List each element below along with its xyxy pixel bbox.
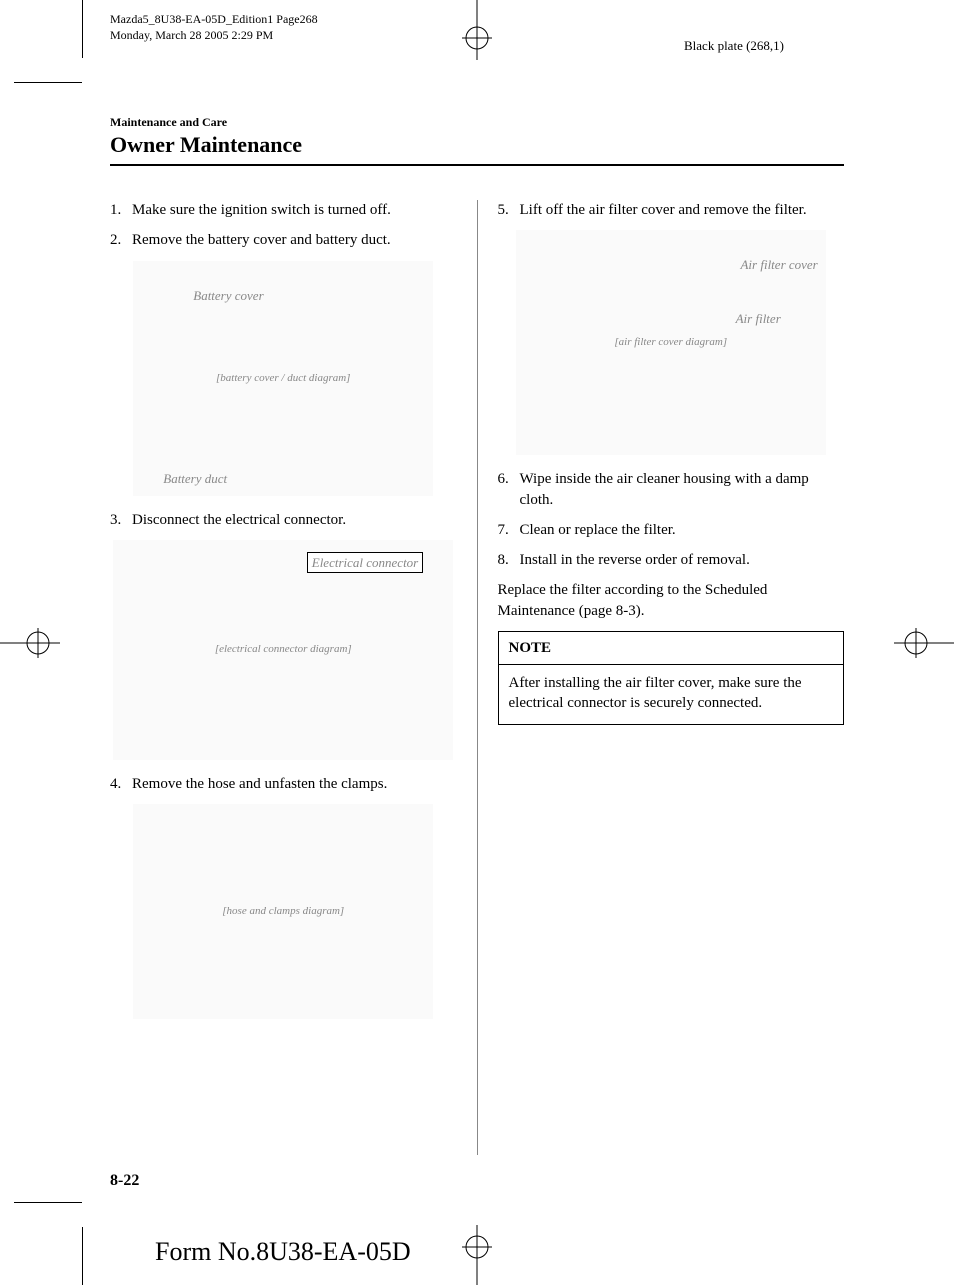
section-title: Owner Maintenance (110, 132, 844, 158)
step-4: 4. Remove the hose and unfasten the clam… (110, 774, 457, 794)
section-header: Maintenance and Care Owner Maintenance (110, 115, 844, 166)
figure-4-image: [air filter cover diagram] Air filter co… (516, 230, 826, 455)
label-air-filter-cover: Air filter cover (740, 256, 817, 274)
step-text: Clean or replace the filter. (520, 520, 845, 540)
step-3: 3. Disconnect the electrical connector. (110, 510, 457, 530)
section-rule (110, 164, 844, 166)
crop-corner-tl-v (82, 0, 83, 58)
meta-line-1: Mazda5_8U38-EA-05D_Edition1 Page268 (110, 12, 318, 28)
registration-mark-top-icon (457, 0, 497, 60)
crop-corner-tl-h (14, 82, 82, 83)
page-number: 8-22 (110, 1172, 139, 1190)
black-plate-label: Black plate (268,1) (684, 38, 784, 54)
step-text: Install in the reverse order of removal. (520, 550, 845, 570)
header-metadata: Mazda5_8U38-EA-05D_Edition1 Page268 Mond… (110, 12, 318, 43)
label-air-filter: Air filter (736, 310, 781, 328)
step-number: 7. (498, 520, 520, 540)
step-5: 5. Lift off the air filter cover and rem… (498, 200, 845, 220)
figure-4: [air filter cover diagram] Air filter co… (498, 230, 845, 455)
figure-3: [hose and clamps diagram] (110, 804, 457, 1019)
label-battery-duct: Battery duct (163, 470, 227, 488)
figure-2: [electrical connector diagram] Electrica… (110, 540, 457, 760)
note-body: After installing the air filter cover, m… (499, 665, 844, 724)
content-area: 1. Make sure the ignition switch is turn… (110, 200, 844, 1155)
crop-corner-bl-v (82, 1227, 83, 1285)
figure-3-image: [hose and clamps diagram] (133, 804, 433, 1019)
step-number: 5. (498, 200, 520, 220)
step-number: 3. (110, 510, 132, 530)
figure-1-image: [battery cover / duct diagram] Battery c… (133, 261, 433, 496)
step-2: 2. Remove the battery cover and battery … (110, 230, 457, 250)
step-number: 4. (110, 774, 132, 794)
step-number: 8. (498, 550, 520, 570)
step-text: Make sure the ignition switch is turned … (132, 200, 457, 220)
step-1: 1. Make sure the ignition switch is turn… (110, 200, 457, 220)
crop-corner-bl-h (14, 1202, 82, 1203)
registration-mark-left-icon (0, 623, 60, 663)
step-7: 7. Clean or replace the filter. (498, 520, 845, 540)
step-number: 1. (110, 200, 132, 220)
replace-filter-paragraph: Replace the filter according to the Sche… (498, 580, 845, 621)
step-number: 2. (110, 230, 132, 250)
step-text: Disconnect the electrical connector. (132, 510, 457, 530)
step-number: 6. (498, 469, 520, 510)
label-electrical-connector: Electrical connector (307, 552, 424, 574)
note-title: NOTE (499, 632, 844, 665)
step-8: 8. Install in the reverse order of remov… (498, 550, 845, 570)
meta-line-2: Monday, March 28 2005 2:29 PM (110, 28, 318, 44)
step-text: Remove the battery cover and battery duc… (132, 230, 457, 250)
figure-2-image: [electrical connector diagram] Electrica… (113, 540, 453, 760)
right-column: 5. Lift off the air filter cover and rem… (498, 200, 845, 1155)
registration-mark-bottom-icon (457, 1225, 497, 1285)
registration-mark-right-icon (894, 623, 954, 663)
form-number: Form No.8U38-EA-05D (155, 1237, 411, 1267)
column-divider (477, 200, 478, 1155)
step-text: Remove the hose and unfasten the clamps. (132, 774, 457, 794)
left-column: 1. Make sure the ignition switch is turn… (110, 200, 457, 1155)
note-box: NOTE After installing the air filter cov… (498, 631, 845, 725)
step-text: Wipe inside the air cleaner housing with… (520, 469, 845, 510)
section-category: Maintenance and Care (110, 115, 844, 130)
step-text: Lift off the air filter cover and remove… (520, 200, 845, 220)
label-battery-cover: Battery cover (193, 287, 263, 305)
step-6: 6. Wipe inside the air cleaner housing w… (498, 469, 845, 510)
figure-1: [battery cover / duct diagram] Battery c… (110, 261, 457, 496)
